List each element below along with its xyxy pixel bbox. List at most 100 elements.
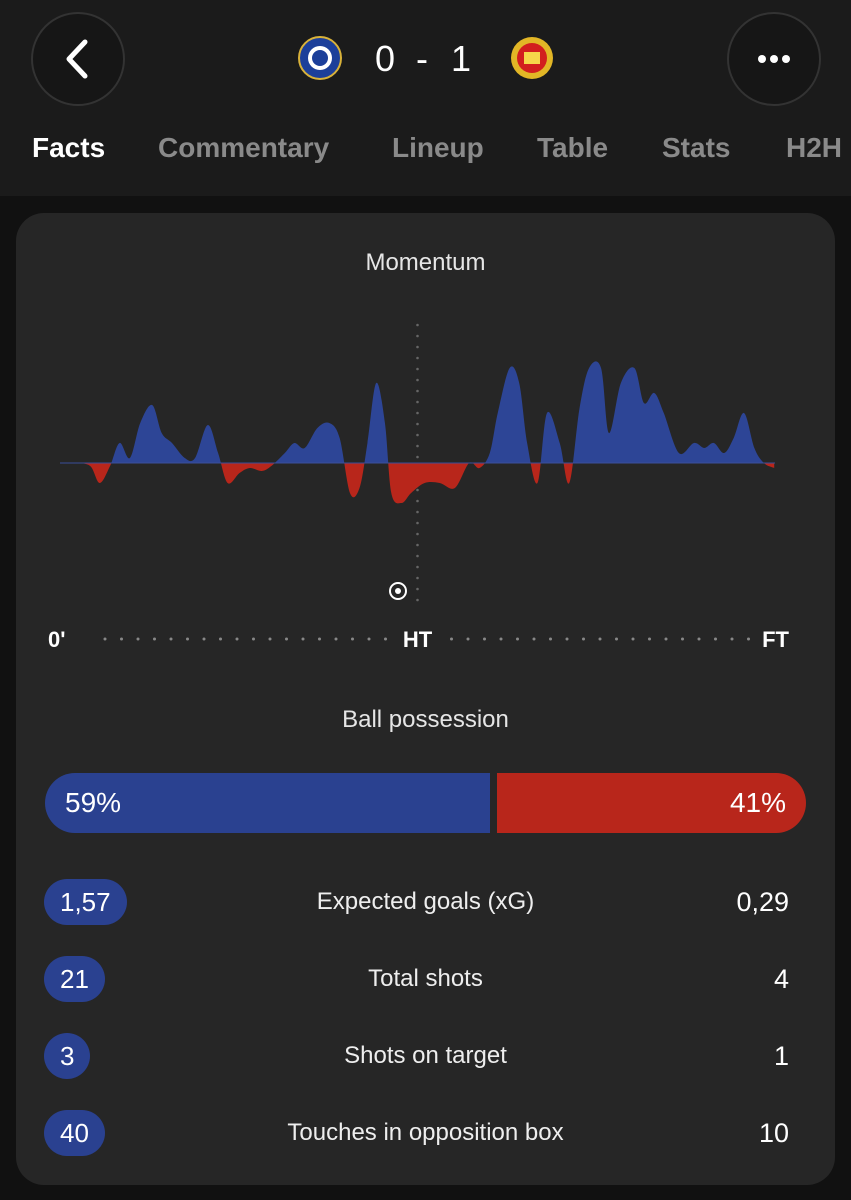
- x-tick-label: 0': [48, 627, 65, 652]
- away-momentum-area: [60, 463, 775, 504]
- halftime-dot: [416, 554, 419, 558]
- tab[interactable]: Table: [537, 132, 609, 163]
- axis-dot: [186, 637, 189, 641]
- away-stat: 1: [773, 1041, 789, 1071]
- axis-dot: [664, 637, 668, 641]
- halftime-dot: [416, 565, 419, 569]
- axis-dot: [153, 637, 156, 641]
- halftime-dot: [416, 455, 419, 459]
- axis-dot: [516, 637, 519, 641]
- away-possession-bar: 41%: [496, 773, 806, 833]
- axis-dot: [367, 637, 371, 641]
- axis-dot: [714, 637, 717, 641]
- stat-row: 1,57 Expected goals (xG) 0,29: [16, 879, 835, 925]
- halftime-dot: [416, 598, 419, 602]
- momentum-chart: 0' HT FT: [48, 323, 790, 652]
- axis-dot: [499, 637, 503, 641]
- goal-ball-center: [395, 588, 401, 594]
- tab[interactable]: Facts: [32, 132, 106, 163]
- home-score: 0: [375, 38, 396, 79]
- halftime-dot: [416, 510, 419, 514]
- back-icon: [66, 39, 88, 79]
- axis-dot: [252, 637, 255, 641]
- axis-dot: [103, 637, 107, 641]
- axis-dot: [285, 637, 288, 641]
- halftime-dot: [416, 378, 419, 382]
- axis-dot: [582, 637, 585, 641]
- halftime-dot: [416, 334, 419, 338]
- halftime-dot: [416, 521, 419, 525]
- x-tick-label: HT: [403, 627, 433, 652]
- axis-dot: [532, 637, 536, 641]
- axis-dot: [351, 637, 354, 641]
- halftime-dot: [416, 532, 419, 536]
- halftime-dot: [416, 422, 419, 426]
- halftime-dot: [416, 367, 419, 371]
- axis-dot: [747, 637, 750, 641]
- away-score: 1: [451, 38, 472, 79]
- header: 0 - 1 Facts Commentary Lineup Table Stats H2H: [0, 0, 851, 196]
- axis-dot: [334, 637, 338, 641]
- home-stat: 21: [44, 956, 105, 1002]
- halftime-dot: [416, 323, 419, 327]
- tab[interactable]: Stats: [662, 132, 731, 163]
- axis-dot: [598, 637, 602, 641]
- halftime-dot: [416, 389, 419, 393]
- axis-dot: [120, 637, 123, 641]
- halftime-dot: [416, 433, 419, 437]
- back-button[interactable]: [31, 12, 125, 106]
- stat-row: 40 Touches in opposition box 10: [16, 1110, 835, 1156]
- halftime-dot: [416, 543, 419, 547]
- stat-row: 3 Shots on target 1: [16, 1033, 835, 1079]
- tab[interactable]: Commentary: [158, 132, 330, 163]
- halftime-dot: [416, 444, 419, 448]
- home-stat: 1,57: [44, 879, 127, 925]
- away-stat: 10: [758, 1118, 789, 1148]
- momentum-title: Momentum: [365, 249, 486, 276]
- axis-dot: [730, 637, 734, 641]
- axis-dot: [466, 637, 470, 641]
- home-momentum-area: [60, 361, 775, 463]
- halftime-dot: [416, 576, 419, 580]
- stat-label: Total shots: [368, 965, 483, 992]
- axis-dot: [136, 637, 140, 641]
- axis-dot: [648, 637, 651, 641]
- axis-dot: [384, 637, 387, 641]
- halftime-dot: [416, 356, 419, 360]
- axis-dot: [202, 637, 206, 641]
- goal-ball: [389, 582, 407, 600]
- possession-title: Ball possession: [342, 706, 509, 733]
- stat-row: 21 Total shots 4: [16, 956, 835, 1002]
- home-stat: 40: [44, 1110, 105, 1156]
- tab[interactable]: H2H: [786, 132, 843, 163]
- stat-label: Expected goals (xG): [316, 888, 535, 915]
- halftime-dot: [416, 488, 419, 492]
- axis-dot: [681, 637, 684, 641]
- away-stat: 4: [773, 964, 789, 994]
- more-icon: [758, 55, 790, 63]
- tab[interactable]: Lineup: [392, 132, 484, 163]
- axis-dot: [450, 637, 453, 641]
- goal-icon: [389, 582, 407, 600]
- more-button[interactable]: [727, 12, 821, 106]
- home-possession-bar: 59%: [45, 773, 490, 833]
- axis-dot: [631, 637, 635, 641]
- stat-label: Shots on target: [344, 1042, 507, 1069]
- halftime-dot: [416, 587, 419, 591]
- axis-dot: [565, 637, 569, 641]
- axis-dot: [615, 637, 618, 641]
- axis-dot: [483, 637, 486, 641]
- axis-dot: [268, 637, 272, 641]
- axis-dot: [318, 637, 321, 641]
- home-logo: [298, 36, 342, 80]
- axis-dot: [219, 637, 222, 641]
- stat-label: Touches in opposition box: [287, 1119, 564, 1146]
- x-tick-label: FT: [762, 627, 789, 652]
- stats-card: Momentum 0' HT FT Ball possession 59% 41% 1…: [16, 213, 835, 1185]
- halftime-dot: [416, 400, 419, 404]
- axis-dot: [169, 637, 173, 641]
- axis-dot: [235, 637, 239, 641]
- away-logo: [511, 37, 553, 79]
- home-stat: 3: [44, 1033, 91, 1079]
